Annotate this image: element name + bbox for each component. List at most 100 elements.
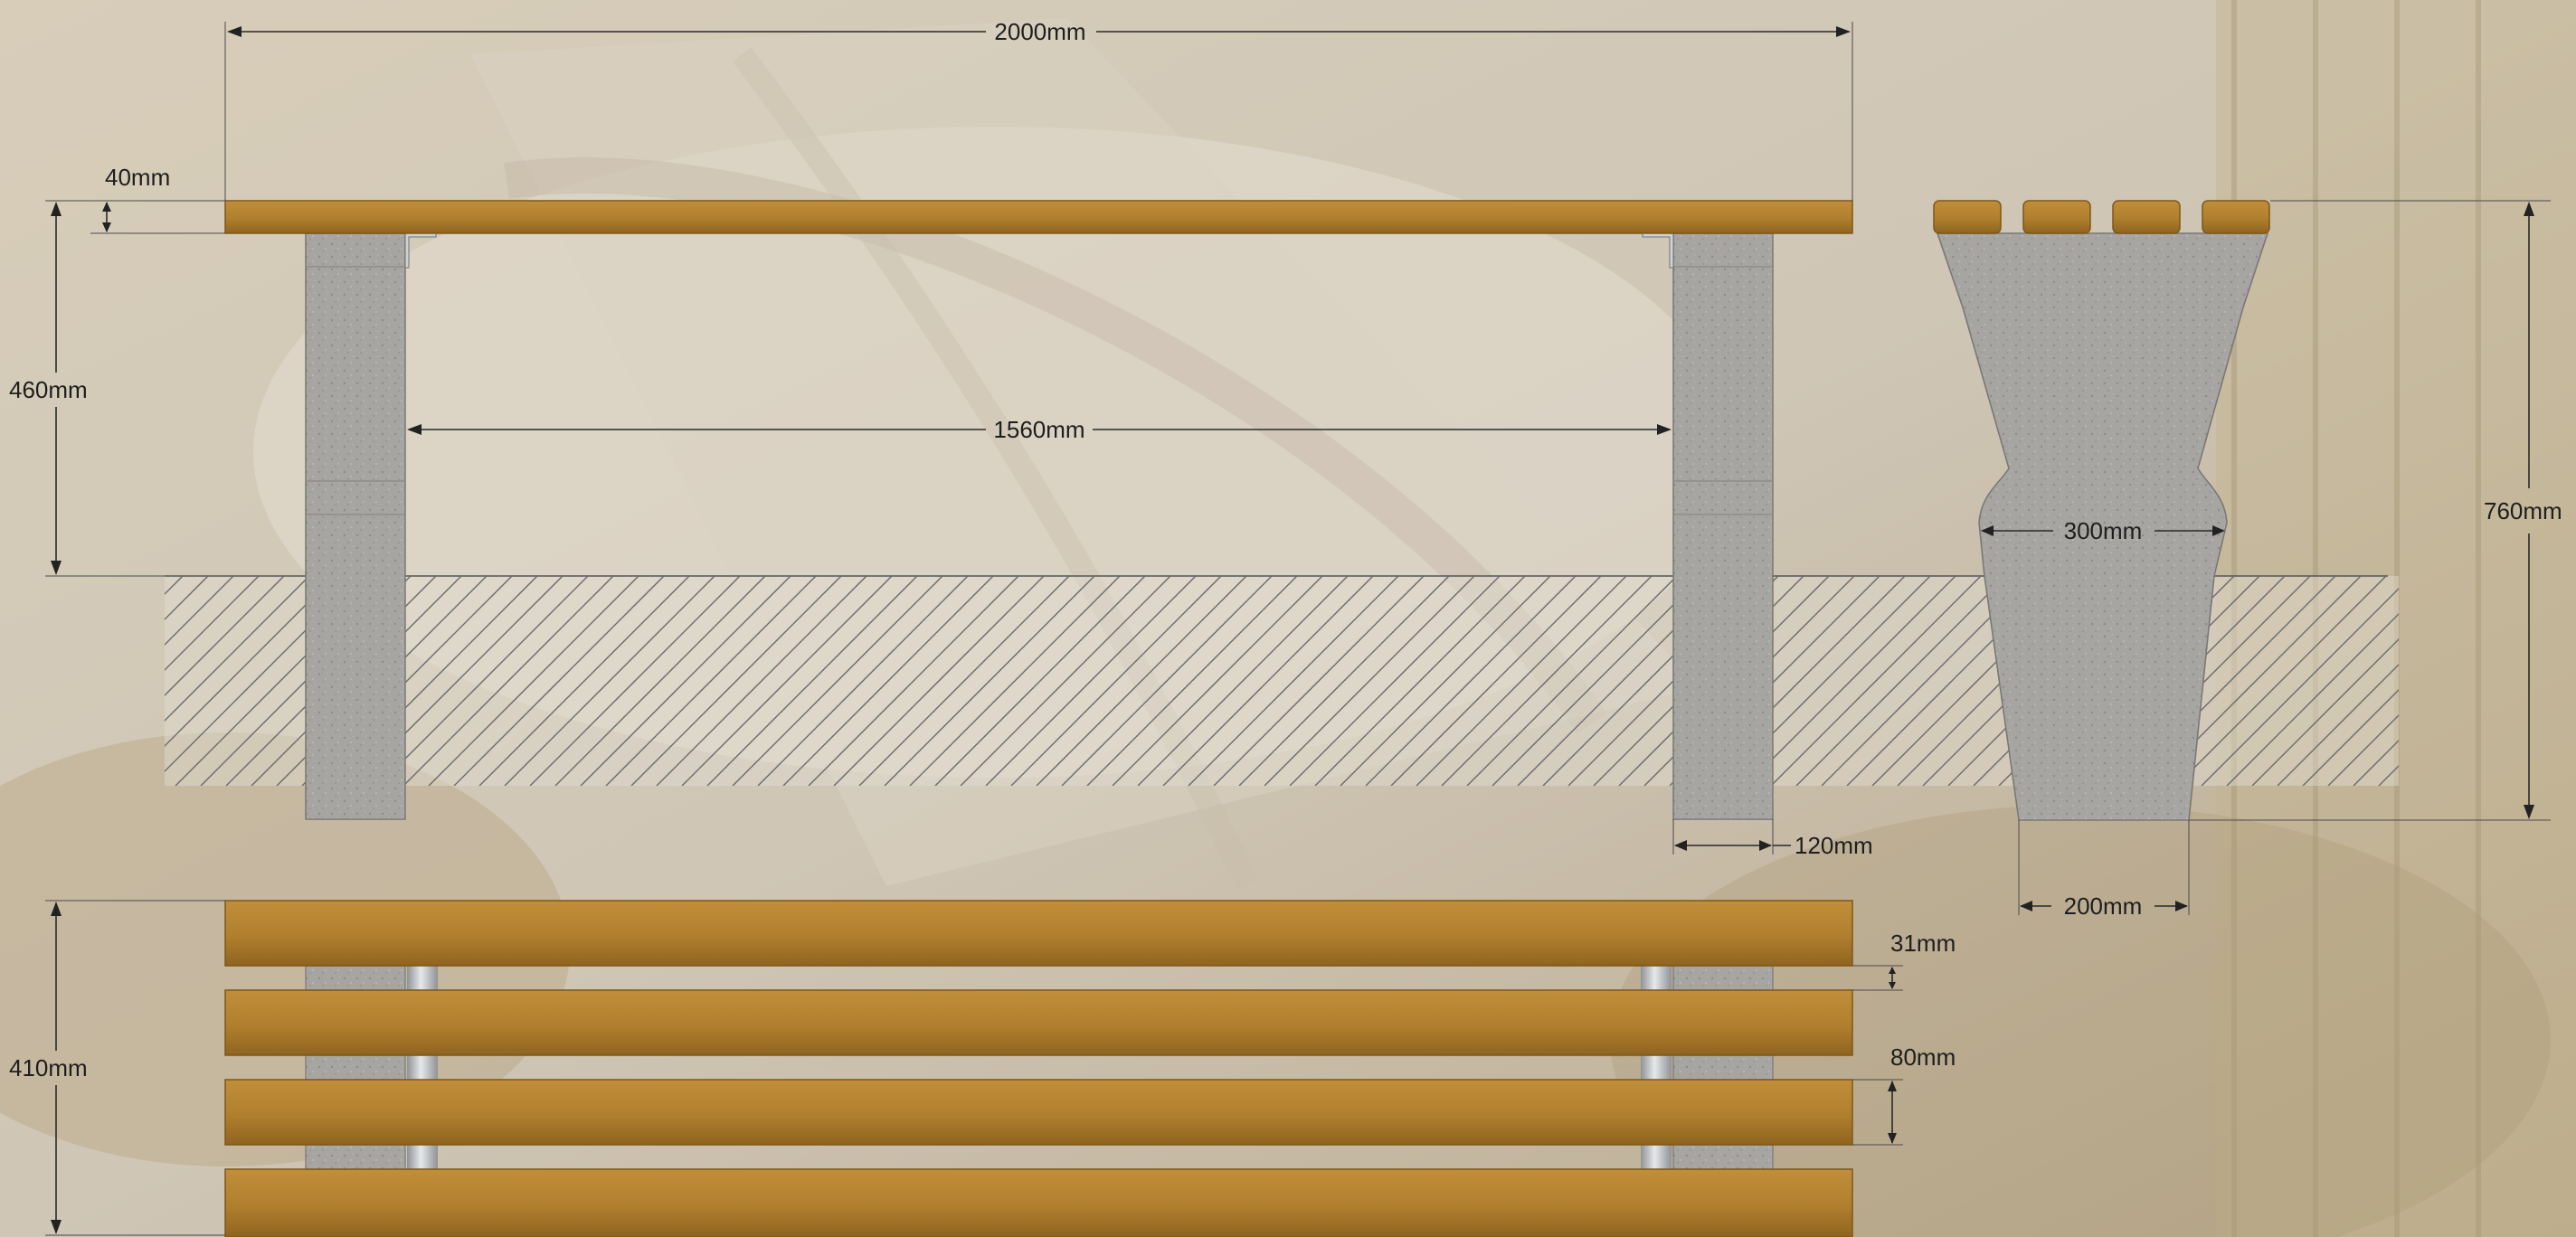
hatch-line [985, 576, 1197, 786]
plan-slat-1 [224, 900, 1853, 967]
hatch-line [1289, 576, 1501, 786]
hatch-line [681, 576, 893, 786]
dimension-leg-width: 120mm [1672, 819, 1873, 859]
left-leg [305, 232, 406, 820]
hatch-line [757, 576, 969, 786]
hatch-line [165, 576, 209, 621]
hatch-line [1162, 576, 1374, 786]
hatch-line [1340, 576, 1551, 786]
hatch-line [2201, 587, 2399, 786]
hatch-line [1010, 576, 1222, 786]
hatch-line [1188, 576, 1399, 786]
hatch-line [402, 576, 614, 786]
hatch-line [165, 576, 310, 722]
hatch-line [554, 576, 766, 786]
plan-slat-4 [224, 1168, 1853, 1237]
hatch-line [428, 576, 639, 786]
dimension-end-base-width: 200mm [2018, 820, 2190, 920]
hatch-line [884, 576, 1095, 786]
hatch-line [478, 576, 690, 786]
hatch-line [656, 576, 867, 786]
hatch-line [1137, 576, 1349, 786]
slat-gap-label: 31mm [1890, 930, 1956, 957]
hatch-line [2226, 612, 2399, 786]
hatch-line [1745, 576, 1956, 786]
hatch-line [1441, 576, 1653, 786]
hatch-line [165, 576, 234, 647]
hatch-line [1036, 576, 1247, 786]
hatch-line [732, 576, 943, 786]
hatch-line [529, 576, 741, 786]
hatch-line [1086, 576, 1298, 786]
dimension-end-mid-width: 300mm [1981, 517, 2225, 544]
total-length-label: 2000mm [994, 18, 1085, 45]
dimension-slat-gap: 31mm [1852, 930, 1956, 991]
dimension-inner-span: 1560mm [407, 416, 1672, 443]
plan-depth-label: 410mm [9, 1054, 88, 1081]
plan-slat-3 [224, 1079, 1853, 1146]
dimension-total-length: 2000mm [224, 18, 1853, 201]
dimension-slat-width: 80mm [1852, 1043, 1956, 1146]
hatch-line [833, 576, 1045, 786]
hatch-line [2251, 637, 2399, 786]
hatch-line [1314, 576, 1526, 786]
seat-top [224, 200, 1853, 234]
hatch-line [1770, 576, 1982, 786]
hatch-line [630, 576, 842, 786]
hatch-line [858, 576, 1070, 786]
hatch-line [2353, 739, 2399, 786]
hatch-line [1466, 576, 1678, 786]
end-elevation [1933, 200, 2270, 821]
inner-span-label: 1560mm [993, 416, 1084, 443]
hatch-line [808, 576, 1019, 786]
end-slat-3 [2112, 200, 2181, 234]
hatch-line [2302, 688, 2399, 786]
plan-view [224, 900, 1853, 1237]
hatch-line [1492, 576, 1703, 786]
hatch-line [1061, 576, 1273, 786]
hatch-line [580, 576, 791, 786]
hatch-line [377, 576, 589, 786]
hatch-line [453, 576, 665, 786]
hatch-line [504, 576, 715, 786]
hatch-line [1390, 576, 1602, 786]
hatch-line [1112, 576, 1323, 786]
end-slat-4 [2202, 200, 2270, 234]
dimension-top-thickness: 40mm [90, 164, 225, 234]
top-thickness-label: 40mm [105, 164, 170, 191]
leg-width-label: 120mm [1795, 832, 1873, 859]
dimension-plan-depth: 410mm [9, 900, 225, 1236]
right-leg [1672, 232, 1774, 820]
slat-width-label: 80mm [1890, 1043, 1956, 1071]
hatch-line [960, 576, 1171, 786]
hatch-line [1416, 576, 1627, 786]
dimension-end-height: 760mm [2189, 200, 2562, 821]
end-slat-2 [2022, 200, 2091, 234]
hatch-line [165, 576, 336, 748]
end-base-width-label: 200mm [2064, 892, 2143, 920]
end-slat-1 [1933, 200, 2002, 234]
hatch-line [1264, 576, 1475, 786]
hatch-line [605, 576, 817, 786]
hatch-line [934, 576, 1146, 786]
hatch-line [909, 576, 1121, 786]
hatch-line [165, 576, 260, 672]
seat-height-label: 460mm [9, 376, 88, 403]
hatch-line [1795, 576, 2007, 786]
hatch-line [1213, 576, 1425, 786]
dimension-seat-height: 460mm [9, 200, 165, 577]
hatch-line [165, 576, 285, 697]
hatch-line [1238, 576, 1450, 786]
hatch-line [2327, 713, 2399, 786]
hatch-line [782, 576, 994, 786]
front-elevation [224, 200, 1853, 820]
hatch-line [2175, 576, 2387, 786]
plan-slat-2 [224, 989, 1853, 1056]
hatch-line [1365, 576, 1577, 786]
hatch-line [2277, 663, 2399, 786]
end-height-label: 760mm [2484, 497, 2562, 524]
end-mid-width-label: 300mm [2064, 517, 2143, 544]
hatch-line [706, 576, 918, 786]
